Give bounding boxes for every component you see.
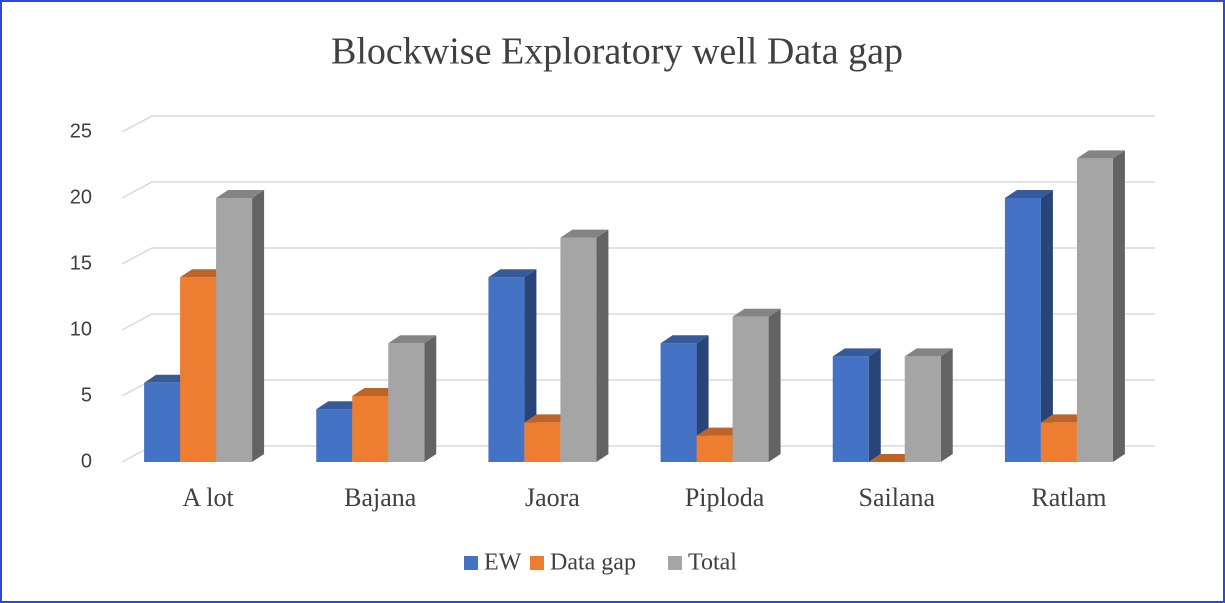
bar — [1040, 422, 1077, 462]
bar — [216, 198, 253, 462]
bar-side — [1112, 150, 1125, 462]
bar-side — [252, 190, 265, 462]
x-tick-label: Sailana — [858, 483, 935, 512]
grid-line — [121, 313, 1155, 331]
chart-title: Blockwise Exploratory well Data gap — [331, 31, 903, 73]
bar-side — [424, 335, 437, 462]
y-tick-label: 10 — [70, 318, 92, 340]
bar — [732, 316, 769, 462]
legend-label: Total — [688, 550, 737, 576]
y-tick-label: 15 — [70, 252, 92, 274]
bar — [832, 356, 869, 462]
legend-swatch — [530, 556, 544, 570]
bar-side — [768, 308, 781, 462]
x-tick-label: Ratlam — [1031, 483, 1106, 512]
bar-top — [388, 335, 437, 344]
grid-line — [121, 115, 1155, 133]
bar — [560, 237, 597, 462]
x-tick-label: Jaora — [525, 483, 580, 512]
bar — [1076, 158, 1113, 462]
bar-top — [832, 348, 881, 357]
y-tick-label: 20 — [70, 186, 92, 208]
y-tick-label: 0 — [81, 450, 92, 472]
bar — [1004, 198, 1041, 462]
bar-top — [904, 348, 953, 357]
bar — [696, 435, 733, 462]
legend-label: EW — [484, 550, 522, 576]
grid-line — [121, 247, 1155, 265]
bar — [524, 422, 561, 462]
bar-top — [1076, 150, 1125, 159]
bar — [388, 343, 425, 462]
bar-top — [560, 229, 609, 238]
y-tick-label: 25 — [70, 120, 92, 142]
x-tick-label: A lot — [182, 483, 234, 512]
bar-top — [732, 308, 781, 317]
legend-swatch — [668, 556, 682, 570]
bar-top — [660, 335, 709, 344]
bar — [660, 343, 697, 462]
bar — [488, 277, 525, 462]
bar — [144, 382, 181, 462]
bar-top — [1004, 190, 1053, 198]
bar-top — [216, 190, 265, 198]
bar-side — [868, 348, 881, 462]
x-tick-label: Bajana — [344, 483, 417, 512]
legend-label: Data gap — [550, 550, 636, 576]
bar — [316, 409, 353, 462]
bar-top — [488, 269, 537, 278]
bar-side — [1040, 190, 1053, 462]
bar — [352, 396, 389, 462]
grid-line — [121, 181, 1155, 199]
bar — [904, 356, 941, 462]
bar-side — [596, 229, 609, 462]
legend-swatch — [464, 556, 478, 570]
bar-side — [524, 269, 537, 462]
bar-side — [940, 348, 953, 462]
bar — [180, 277, 217, 462]
x-tick-label: Piploda — [685, 483, 765, 512]
y-tick-label: 5 — [81, 384, 92, 406]
